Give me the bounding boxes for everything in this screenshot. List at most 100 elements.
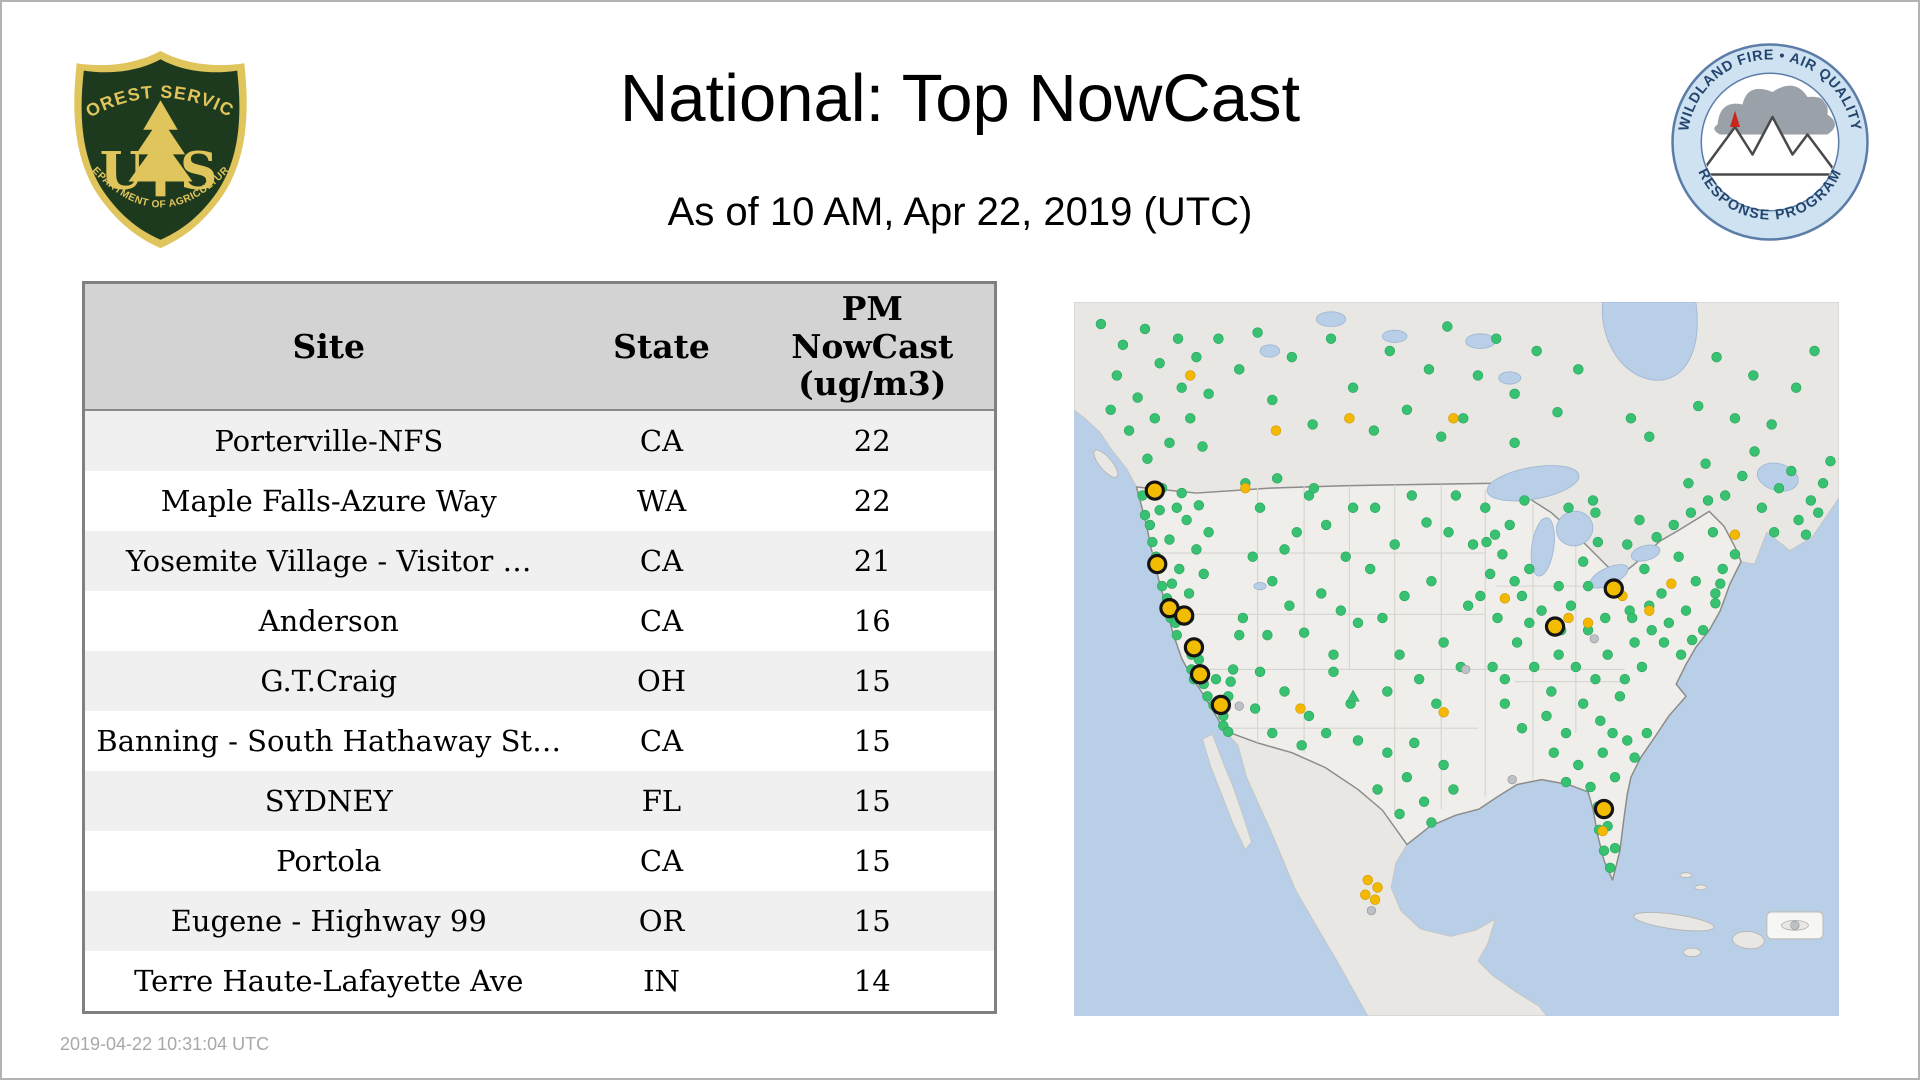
monitor-dot-green [1176, 487, 1187, 499]
cell-pm-nowcast: 15 [853, 664, 891, 698]
monitor-dot-green [1438, 637, 1449, 648]
monitor-dot-green [1164, 534, 1175, 545]
monitor-dot-green [1683, 478, 1694, 489]
monitor-dot-yellow [1438, 707, 1449, 718]
monitor-dot-yellow [1362, 874, 1373, 886]
monitor-dot-green [1680, 605, 1692, 616]
monitor-dot-green [1149, 413, 1160, 424]
monitor-dot-green [1223, 726, 1234, 738]
cell-state: WA [636, 484, 687, 518]
nowcast-table-body: Porterville-NFS CA 22 Maple Falls-Azure Way… [83, 410, 996, 1013]
monitor-dot-yellow [1499, 593, 1511, 604]
monitor-dot-green [1693, 400, 1704, 412]
monitor-dot-green [1711, 351, 1722, 363]
highlighted-site-marker [1593, 798, 1615, 820]
header-pm-nowcast: PM NowCast (ug/m3) [750, 282, 996, 411]
monitor-dot-green [1183, 588, 1195, 599]
monitor-dot-green [1577, 698, 1589, 709]
monitor-dot-green [1663, 617, 1675, 629]
monitor-dot-green [1622, 735, 1633, 746]
monitor-dot-green [1123, 425, 1135, 436]
table-row: Banning - South Hathaway St… CA 15 [83, 711, 996, 771]
monitor-dot-yellow [1295, 703, 1306, 714]
monitor-dot-green [1484, 568, 1496, 580]
monitor-triangle-green [1346, 689, 1360, 702]
monitor-dot-yellow [1448, 413, 1459, 424]
table-row: SYDNEY FL 15 [83, 771, 996, 831]
monitor-dot-green [1793, 514, 1804, 526]
cell-pm-nowcast: 22 [853, 424, 891, 458]
cell-state: IN [643, 964, 680, 998]
monitor-dot-green [1748, 370, 1759, 381]
top-nowcast-table: Site State PM NowCast (ug/m3) Portervill… [82, 281, 997, 1014]
monitor-dots-layer [1095, 318, 1836, 930]
page-subtitle: As of 10 AM, Apr 22, 2019 (UTC) [667, 190, 1253, 234]
monitor-dot-green [1171, 502, 1183, 513]
monitor-dot-gray [1366, 906, 1377, 916]
monitor-dot-green [1604, 862, 1616, 874]
monitor-dot-green [1147, 536, 1158, 548]
monitor-dot-green [1352, 617, 1364, 629]
highlighted-site-marker [1183, 637, 1205, 658]
monitor-dot-green [1401, 404, 1413, 415]
monitor-dot-green [1590, 507, 1601, 518]
monitor-dot-green [1286, 351, 1298, 363]
highlighted-site-marker [1544, 616, 1566, 637]
monitor-dot-green [1279, 686, 1290, 697]
monitor-dot-green [1262, 629, 1273, 641]
table-row: Yosemite Village - Visitor … CA 21 [83, 531, 996, 591]
monitor-dot-green [1497, 549, 1508, 560]
monitor-dot-green [1394, 649, 1405, 660]
monitor-dot-green [1563, 502, 1574, 513]
flame-icon [1730, 110, 1740, 127]
monitor-dot-yellow [1270, 425, 1282, 436]
monitor-dot-green [1254, 502, 1266, 513]
monitor-dot-green [1805, 495, 1817, 506]
monitor-dot-yellow [1582, 617, 1594, 629]
monitor-dot-green [1481, 536, 1492, 548]
monitor-dot-green [1234, 364, 1245, 375]
monitor-dot-green [1749, 446, 1760, 457]
monitor-dot-green [1607, 727, 1618, 739]
monitor-dot-green [1573, 759, 1584, 771]
monitor-dot-green [1328, 649, 1339, 660]
header-pm-nowcast-label: PM NowCast (ug/m3) [791, 288, 954, 404]
monitor-dot-green [1582, 580, 1594, 592]
monitor-dot-green [1577, 556, 1589, 567]
monitor-dot-green [1191, 544, 1202, 555]
air-quality-program-logo: WILDLAND FIRE • AIR QUALITY RESPONSE PRO… [1670, 42, 1870, 247]
header-site: Site [83, 282, 573, 411]
monitor-dot-green [1626, 612, 1638, 624]
monitor-dot-green [1394, 808, 1405, 820]
us-air-quality-map [1073, 301, 1840, 1017]
lakes [1253, 301, 1799, 591]
monitor-dot-green [1307, 419, 1318, 430]
monitor-dot-yellow [1563, 612, 1574, 624]
bahamas [1679, 872, 1693, 879]
monitor-dot-green [1234, 629, 1245, 641]
header-state-label: State [613, 326, 710, 366]
monitor-dot-green [1519, 495, 1530, 506]
monitor-dot-green [1800, 529, 1812, 540]
cell-site: Banning - South Hathaway St… [96, 724, 562, 758]
monitor-dot-gray [1461, 664, 1471, 675]
vancouver-island [1093, 449, 1119, 478]
monitor-dot-green [1132, 392, 1143, 403]
table-row: Maple Falls-Azure Way WA 22 [83, 471, 996, 531]
monitor-dot-green [1499, 698, 1511, 709]
monitor-dot-green [1598, 845, 1610, 856]
monitor-dot-yellow [1360, 889, 1371, 900]
cell-pm-nowcast: 15 [853, 844, 891, 878]
monitor-dot-green [1492, 612, 1503, 624]
monitor-dot-green [1509, 388, 1520, 400]
monitor-dot-green [1489, 529, 1501, 540]
cell-pm-nowcast: 15 [853, 784, 891, 818]
cell-site: Eugene - Highway 99 [170, 904, 487, 938]
monitor-dot-green [1435, 431, 1447, 442]
monitor-dot-green [1729, 549, 1741, 560]
monitor-dot-yellow [1185, 370, 1196, 381]
monitor-dot-gray [1790, 920, 1800, 930]
monitor-dot-green [1710, 588, 1721, 599]
monitor-dot-green [1198, 568, 1209, 580]
